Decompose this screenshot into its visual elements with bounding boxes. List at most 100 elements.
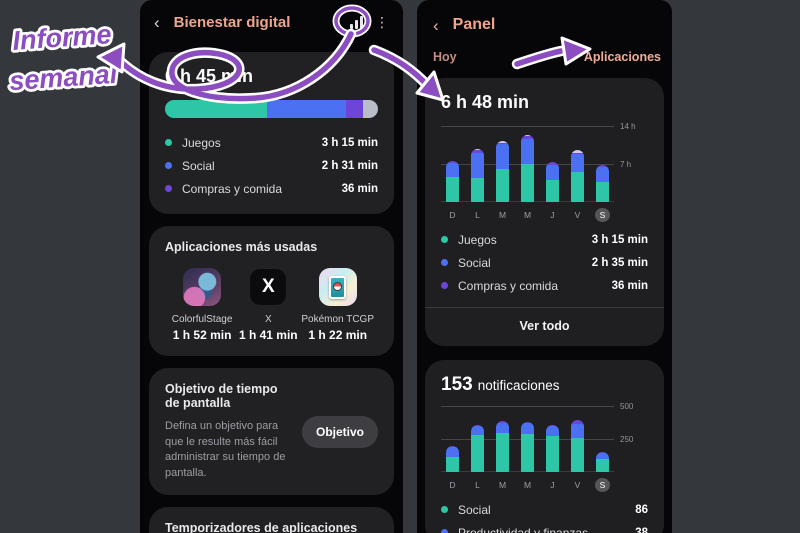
back-icon[interactable]: ‹ [154,12,160,32]
legend-value: 2 h 35 min [591,256,648,269]
category-legend: Juegos 3 h 15 min Social 2 h 31 min Compras … [165,131,378,200]
bar-segment [496,422,509,434]
chart-bar [546,425,559,472]
legend-value: 36 min [611,279,648,292]
legend-row: Social 86 [441,498,648,521]
legend-row: Compras y comida 36 min [165,177,378,200]
bar-segment [596,165,609,167]
bar-segment [571,438,584,472]
category-progress-bar [165,100,378,118]
bar-segment [596,166,609,183]
y-axis-tick: 250 [620,435,634,444]
day-label[interactable]: L [475,480,480,490]
bar-chart-stats-icon[interactable] [350,15,363,29]
day-label[interactable]: M [498,210,507,220]
day-label[interactable]: S [595,208,610,222]
day-label[interactable]: V [574,480,581,490]
notifications-title: 153 notificaciones [441,374,648,396]
day-label[interactable]: M [523,480,532,490]
tab-hoy[interactable]: Hoy [433,50,457,64]
legend-label: Social [458,502,491,517]
legend-label: Compras y comida [458,278,559,293]
bar-segment [596,182,609,202]
legend-row: Social 2 h 31 min [165,154,378,177]
bar-segment [496,169,509,202]
day-label[interactable]: M [498,480,507,490]
chart-bar-column[interactable] [545,425,560,472]
legend-label: Compras y comida [182,181,283,196]
legend-row: Juegos 3 h 15 min [441,228,648,251]
day-label[interactable]: J [550,480,555,490]
day-label[interactable]: L [475,210,480,220]
chart-bar-column[interactable] [545,162,560,202]
page-title: Panel [452,16,496,33]
bar-segment [571,152,584,155]
legend-value: 3 h 15 min [321,136,378,149]
day-label[interactable]: M [523,210,532,220]
back-icon[interactable]: ‹ [433,15,439,35]
bar-segment [571,171,584,202]
chart-bar [571,150,584,202]
chart-bar-column[interactable] [520,135,535,202]
legend-value: 36 min [341,182,378,195]
chart-bar-column[interactable] [570,150,585,202]
chart-bar [521,421,534,472]
progress-segment [267,100,347,118]
y-axis-tick: 7 h [620,160,632,169]
notifications-legend: Social 86 Productividad y finanzas 38 [441,498,648,533]
left-screen-bienestar-digital: ‹ Bienestar digital ⋮ 6 h 45 min Juegos 3… [140,0,403,533]
legend-value: 3 h 15 min [591,233,648,246]
left-app-bar: ‹ Bienestar digital ⋮ [140,0,403,44]
chart-bar-column[interactable] [495,421,510,472]
day-label[interactable]: V [574,210,581,220]
bar-segment [571,154,584,172]
annotation-text-line1: Informe [11,19,112,56]
bar-segment [596,452,609,460]
app-item[interactable]: Pokémon TCGP 1 h 22 min [301,268,374,342]
view-all-button[interactable]: Ver todo [425,307,664,346]
app-usage-time: 1 h 41 min [238,328,298,342]
chart-bars [441,126,614,202]
goal-button[interactable]: Objetivo [301,415,378,448]
chart-bar-column[interactable] [495,141,510,202]
bar-segment [446,161,459,164]
chart-bar-column[interactable] [445,446,460,472]
bar-segment [546,179,559,202]
legend-row: Productividad y finanzas 38 [441,521,648,533]
kebab-menu-icon[interactable]: ⋮ [375,14,389,30]
bar-segment [471,150,484,154]
chart-bar-column[interactable] [520,421,535,472]
screen-time-summary-card: 6 h 45 min Juegos 3 h 15 min Social 2 h 31 … [149,52,394,214]
chart-bar-column[interactable] [470,424,485,472]
chart-bar-column[interactable] [470,148,485,202]
bar-segment [496,142,509,145]
chart-bar-column[interactable] [445,161,460,202]
legend-dot [441,282,448,289]
day-label[interactable]: J [550,210,555,220]
day-label[interactable]: D [449,210,456,220]
app-name: Pokémon TCGP [301,314,374,325]
tab-aplicaciones[interactable]: Aplicaciones [583,50,661,64]
chart-bar-column[interactable] [570,420,585,472]
app-item[interactable]: ColorfulStage 1 h 52 min [169,268,235,342]
app-usage-time: 1 h 22 min [308,328,368,342]
bar-segment [446,446,459,458]
colorfulstage-app-icon [183,268,222,306]
legend-label: Social [182,158,215,173]
notifications-weekly-chart: 500 250 D L M M J V S [441,402,648,492]
pokeball-graphic [333,282,343,291]
day-label[interactable]: D [449,480,456,490]
bar-segment [596,459,609,472]
annotation-text-line2: semanal [8,59,118,96]
bar-segment [571,424,584,439]
day-label[interactable]: S [595,478,610,492]
chart-bar-column[interactable] [595,165,610,202]
screen-time-chart-card: 6 h 48 min 14 h 7 h D L M M J V S Juegos 3 h 15… [425,78,664,346]
progress-segment [346,100,364,118]
chart-bar [471,148,484,202]
chart-bar-column[interactable] [595,451,610,472]
legend-label: Juegos [182,135,221,150]
bar-segment [496,433,509,472]
